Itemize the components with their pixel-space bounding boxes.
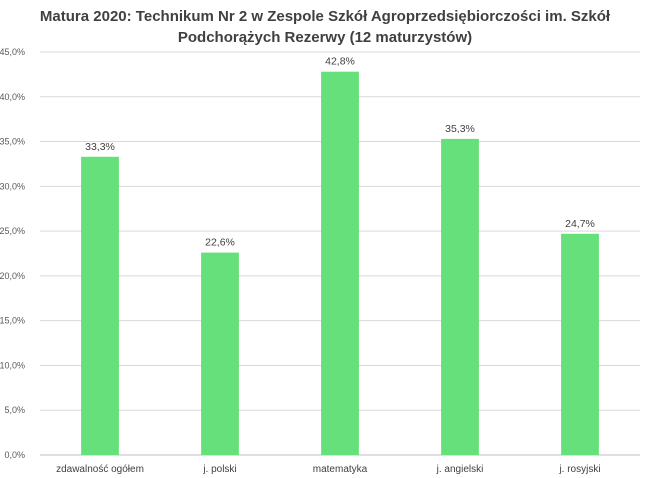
y-tick-label: 40,0% [0, 92, 25, 102]
chart-title-line-2: Podchorążych Rezerwy (12 maturzystów) [177, 29, 473, 46]
category-label: zdawalność ogółem [56, 464, 144, 475]
data-labels: 33,3% 22,6% 42,8% 35,3% 24,7% [85, 56, 595, 249]
y-tick-label: 45,0% [0, 47, 25, 57]
bar [441, 138, 479, 455]
bar [201, 252, 239, 455]
category-label: matematyka [313, 464, 368, 475]
category-label: j. polski [202, 464, 236, 475]
y-tick-label: 15,0% [0, 316, 25, 326]
category-label: j. rosyjski [558, 464, 600, 475]
y-tick-label: 25,0% [0, 226, 25, 236]
bar [321, 71, 359, 456]
data-label: 35,3% [445, 123, 475, 135]
category-label: j. angielski [436, 464, 484, 475]
bar [561, 233, 599, 455]
y-tick-label: 20,0% [0, 271, 25, 281]
y-tick-label: 30,0% [0, 181, 25, 191]
y-tick-label: 10,0% [0, 360, 25, 370]
y-axis-ticks: 0,0% 5,0% 10,0% 15,0% 20,0% 25,0% 30,0% 35,0% 40… [0, 47, 25, 460]
x-axis-categories: zdawalność ogółem j. polski matematyka j. a… [56, 464, 600, 475]
bars [81, 71, 599, 456]
data-label: 33,3% [85, 141, 115, 153]
bar [81, 156, 119, 455]
data-label: 42,8% [325, 56, 355, 68]
chart-title-line-1: Matura 2020: Technikum Nr 2 w Zespole Sz… [39, 8, 611, 25]
data-label: 24,7% [565, 218, 595, 230]
chart-title: Matura 2020: Technikum Nr 2 w Zespole Sz… [0, 6, 650, 48]
y-tick-label: 35,0% [0, 137, 25, 147]
y-tick-label: 0,0% [4, 450, 25, 460]
y-tick-label: 5,0% [4, 405, 25, 415]
data-label: 22,6% [205, 237, 235, 249]
